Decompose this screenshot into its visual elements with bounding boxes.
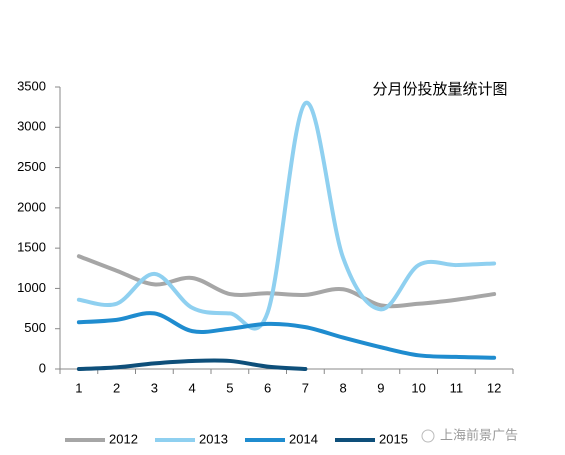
x-tick-label: 10 — [411, 380, 425, 395]
x-tick-label: 9 — [377, 380, 384, 395]
series-line — [76, 311, 497, 360]
legend-label: 2014 — [289, 431, 318, 446]
series-line — [76, 101, 497, 331]
chart-title: 分月份投放量统计图 — [372, 81, 507, 98]
y-tick-label: 0 — [39, 360, 46, 375]
x-tick-label: 12 — [487, 380, 501, 395]
x-tick-label: 6 — [264, 380, 271, 395]
legend-label: 2013 — [199, 431, 228, 446]
legend-label: 2012 — [109, 431, 138, 446]
y-tick-label: 1000 — [17, 280, 46, 295]
watermark-icon — [421, 429, 435, 443]
series-line — [76, 358, 308, 371]
x-tick-label: 5 — [226, 380, 233, 395]
watermark: 上海前景广告 — [440, 427, 518, 442]
y-tick-label: 2500 — [17, 159, 46, 174]
y-tick-label: 3500 — [17, 78, 46, 93]
x-tick-label: 4 — [189, 380, 196, 395]
legend-label: 2015 — [379, 431, 408, 446]
y-tick-label: 500 — [24, 320, 46, 335]
x-tick-label: 3 — [151, 380, 158, 395]
x-tick-label: 1 — [75, 380, 82, 395]
series-line — [76, 254, 497, 309]
x-tick-label: 11 — [450, 380, 464, 395]
y-tick-label: 1500 — [17, 240, 46, 255]
y-tick-label: 3000 — [17, 119, 46, 134]
x-tick-label: 7 — [302, 380, 309, 395]
y-tick-label: 2000 — [17, 199, 46, 214]
x-tick-label: 8 — [340, 380, 347, 395]
x-tick-label: 2 — [113, 380, 120, 395]
